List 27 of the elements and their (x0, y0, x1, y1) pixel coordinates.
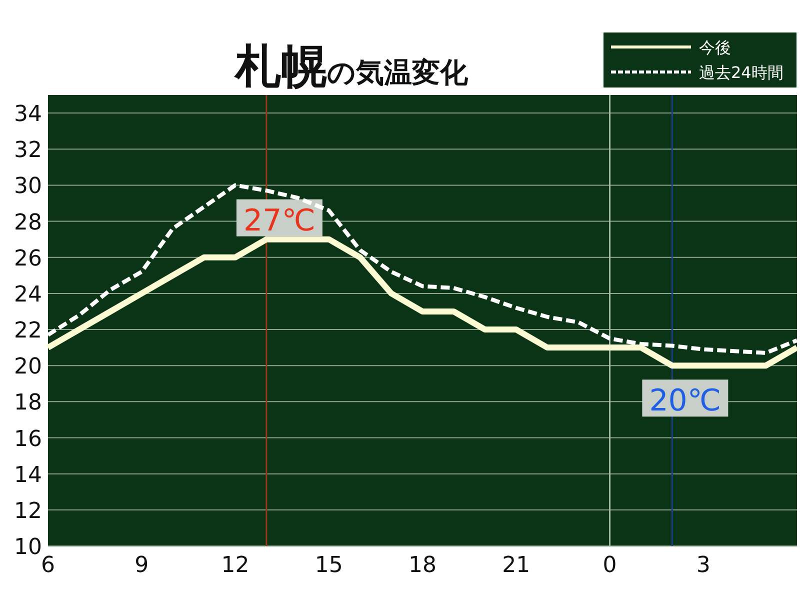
y-tick-label: 12 (14, 498, 42, 524)
x-tick-label: 15 (314, 553, 343, 578)
y-tick-label: 22 (14, 318, 42, 344)
x-tick-label: 6 (41, 553, 55, 578)
y-tick-label: 28 (14, 210, 42, 236)
y-tick-label: 34 (14, 102, 42, 128)
chart-title: 札幌の気温変化 (233, 39, 469, 93)
x-tick-label: 3 (696, 553, 710, 578)
x-tick-label: 12 (221, 553, 250, 578)
legend-label: 今後 (699, 38, 731, 57)
y-tick-label: 32 (14, 138, 42, 164)
x-tick-label: 0 (602, 553, 617, 578)
annotation: 27℃ (244, 203, 316, 238)
x-tick-label: 9 (134, 553, 149, 578)
y-tick-label: 24 (14, 282, 42, 308)
y-tick-label: 30 (14, 174, 42, 200)
y-tick-label: 26 (14, 246, 42, 272)
y-tick-label: 16 (14, 426, 42, 452)
y-tick-label: 10 (14, 535, 42, 560)
y-tick-label: 18 (14, 390, 42, 416)
line-series (46, 183, 799, 355)
y-tick-label: 14 (14, 462, 42, 488)
y-tick-label: 20 (14, 354, 42, 380)
x-tick-label: 21 (502, 553, 530, 578)
legend-label: 過去24時間 (699, 63, 784, 82)
x-tick-label: 18 (408, 553, 436, 578)
annotation: 20℃ (649, 384, 722, 419)
